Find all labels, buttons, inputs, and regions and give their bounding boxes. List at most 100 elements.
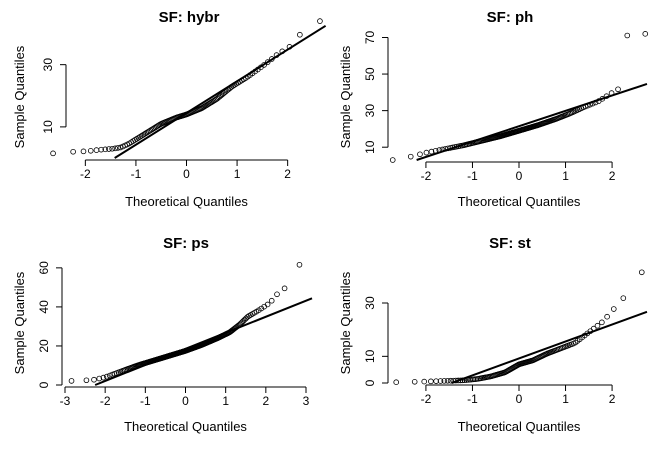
panel-2-y-tick-label: 70 xyxy=(363,30,377,44)
panel-2-x-tick-label: 1 xyxy=(562,169,569,183)
panel-2-y-tick-label: 10 xyxy=(363,140,377,154)
panel-2-data-point xyxy=(642,31,649,37)
panel-1-y-tick-label: 30 xyxy=(41,58,55,72)
panel-1-data-point xyxy=(50,150,56,157)
panel-4-data-point xyxy=(594,322,601,329)
panel-2-y-axis-label: Sample Quantiles xyxy=(338,45,353,148)
panel-2-x-tick-label: 2 xyxy=(609,169,616,183)
panel-3-data-point xyxy=(106,372,113,379)
panel-3-data-point xyxy=(83,377,90,384)
panel-2-data-point xyxy=(624,32,631,39)
panel-3-data-point xyxy=(296,261,303,268)
panel-4-data-point xyxy=(463,377,470,383)
panel-2-title: SF: ph xyxy=(487,9,534,26)
panel-4-data-point xyxy=(437,378,444,384)
panel-3-data-point xyxy=(103,373,110,380)
panel-3-data-point xyxy=(274,291,280,298)
panel-1-data-point xyxy=(144,129,151,135)
panel-4-data-point xyxy=(620,295,627,301)
panel-4-data-point xyxy=(590,325,597,332)
panel-2-data-point xyxy=(599,96,606,102)
panel-2-data-point xyxy=(432,147,439,154)
panel-2-y-tick-label: 50 xyxy=(363,67,377,81)
panel-1-data-point xyxy=(269,56,275,62)
panel-1-data-point xyxy=(106,146,112,152)
panel-4-data-point xyxy=(411,379,418,385)
panel-1-data-point xyxy=(138,133,145,139)
panel-4-data-point xyxy=(428,378,434,385)
panel-2-data-point xyxy=(449,144,456,151)
panel-3-y-tick-label: 20 xyxy=(37,339,51,353)
panel-1-y-axis-label: Sample Quantiles xyxy=(12,45,27,148)
panel-4-data-point xyxy=(421,378,428,385)
panel-4-y-tick-label: 10 xyxy=(363,349,377,363)
panel-3-data-point xyxy=(68,378,75,384)
panel-4-x-tick-label: 1 xyxy=(562,392,569,406)
panel-4-data-point xyxy=(433,378,439,384)
panel-2-data-point xyxy=(589,100,596,107)
panel-1-data-point xyxy=(93,147,100,153)
panel-2-data-point xyxy=(423,149,430,156)
panel-3-y-tick-label: 0 xyxy=(37,381,51,388)
panel-2-data-point xyxy=(587,101,593,108)
panel-2-data-point xyxy=(584,102,591,109)
panel-1-title: SF: hybr xyxy=(159,9,220,26)
panel-3-x-tick-label: -2 xyxy=(100,394,111,408)
panel-2-data-point xyxy=(428,148,435,155)
panel-1-data-point xyxy=(317,18,323,24)
panel-3-data-point xyxy=(100,374,107,381)
panel-4-x-axis-label: Theoretical Quantiles xyxy=(458,419,581,434)
panel-1-data-point xyxy=(146,128,152,135)
panel-4-y-axis-label: Sample Quantiles xyxy=(338,271,353,374)
panel-3-x-tick-label: 0 xyxy=(182,394,189,408)
panel-4-title: SF: st xyxy=(489,235,531,252)
panel-1-reference-line xyxy=(114,24,327,159)
panel-4-data-point xyxy=(393,379,400,385)
panel-4-data-point xyxy=(457,377,464,384)
panel-1-x-tick-label: -1 xyxy=(131,167,142,181)
panel-4-x-tick-label: -1 xyxy=(467,392,478,406)
panel-2-x-tick-label: -1 xyxy=(467,169,478,183)
panel-3-y-tick-label: 40 xyxy=(37,300,51,314)
panel-4-data-point xyxy=(441,378,448,384)
panel-1-data-point xyxy=(273,52,280,58)
panel-4-data-point xyxy=(459,377,466,384)
panel-4-data-point xyxy=(461,377,468,384)
panel-4-data-point xyxy=(638,269,645,276)
panel-4-data-point xyxy=(604,313,610,320)
panel-3-x-axis-label: Theoretical Quantiles xyxy=(124,419,247,434)
panel-3-title: SF: ps xyxy=(163,235,209,252)
panel-3-data-point xyxy=(96,375,103,382)
panel-2-x-tick-label: -2 xyxy=(421,169,432,183)
panel-2-y-tick-label: 30 xyxy=(363,104,377,118)
panel-1-data-point xyxy=(70,148,76,155)
panel-2-data-point xyxy=(417,151,423,158)
panel-1-data-point xyxy=(279,48,286,55)
panel-3-x-tick-label: 3 xyxy=(303,394,310,408)
panel-4-reference-line xyxy=(451,310,648,384)
panel-3-data-point xyxy=(281,285,288,292)
panel-4-x-tick-label: 0 xyxy=(516,392,523,406)
panel-1-x-tick-label: 0 xyxy=(183,167,190,181)
panel-1-data-point xyxy=(80,148,87,155)
panel-4-y-tick-label: 0 xyxy=(363,379,377,386)
panel-1-data-point xyxy=(143,130,149,136)
panel-1-x-tick-label: 1 xyxy=(234,167,241,181)
panel-4-data-point xyxy=(455,377,462,384)
panel-1-data-point xyxy=(102,146,109,153)
panel-4-x-tick-label: -2 xyxy=(421,392,432,406)
panel-3-y-tick-label: 60 xyxy=(37,261,51,275)
panel-3-x-tick-label: -1 xyxy=(140,394,151,408)
panel-2-data-point xyxy=(608,90,615,96)
panel-2-data-point xyxy=(451,144,458,150)
panel-4-data-point xyxy=(610,306,617,312)
panel-3-data-point xyxy=(91,376,97,383)
panel-3-x-tick-label: 1 xyxy=(222,394,229,408)
panel-1-data-point xyxy=(141,131,148,137)
panel-2-data-point xyxy=(389,157,396,163)
panel-1-data-point xyxy=(297,31,303,38)
panel-1-data-point xyxy=(140,132,146,138)
panel-2-data-point xyxy=(615,86,621,93)
panel-2-x-axis-label: Theoretical Quantiles xyxy=(458,194,581,209)
panel-3-data-point xyxy=(264,301,271,308)
